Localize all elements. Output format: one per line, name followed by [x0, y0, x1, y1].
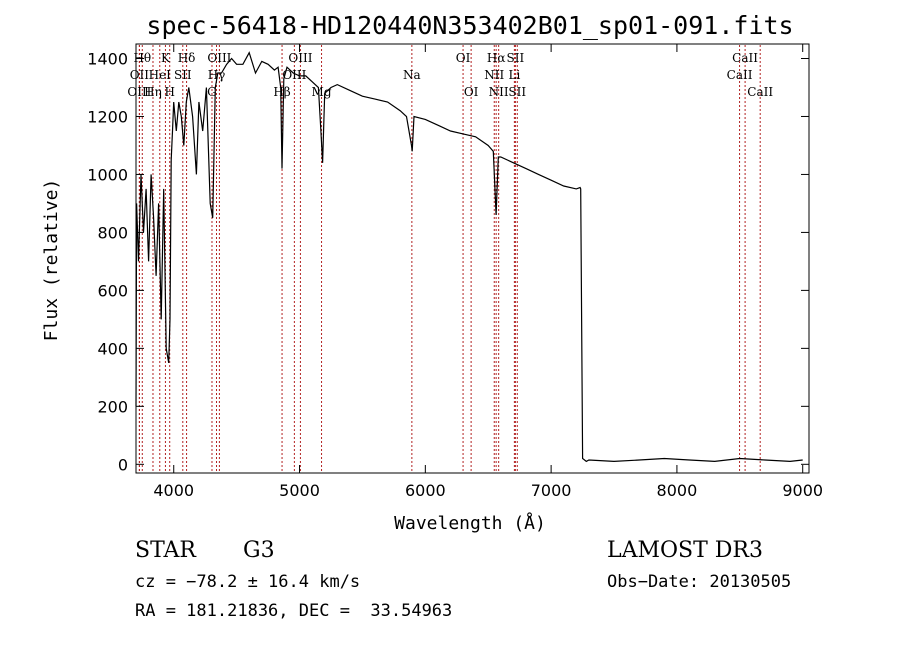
x-tick-label-4000: 4000 [153, 481, 194, 500]
line-label-21: NII [489, 85, 509, 99]
line-label-13: OIII [282, 68, 306, 82]
line-label-22: Li [508, 68, 520, 82]
y-axis-label: Flux (relative) [41, 179, 62, 342]
line-label-3: Hη [144, 85, 162, 99]
x-tick-label-9000: 9000 [782, 481, 823, 500]
x-tick-label-8000: 8000 [657, 481, 698, 500]
x-axis-ticks: 4000 5000 6000 7000 8000 9000 [153, 44, 823, 500]
line-label-27: CaII [747, 85, 773, 99]
line-label-12: Hβ [273, 85, 290, 99]
line-label-6: H [164, 85, 174, 99]
line-label-16: Na [403, 68, 421, 82]
line-label-18: OI [464, 85, 479, 99]
y-tick-label-0: 0 [118, 455, 128, 474]
x-axis-label: Wavelength (Å) [394, 512, 546, 534]
line-label-26: CaII [732, 51, 758, 65]
line-label-7: SII [174, 68, 192, 82]
y-tick-label-600: 600 [97, 281, 128, 300]
line-label-10: OIII [207, 51, 231, 65]
line-label-9: Hγ [208, 68, 226, 82]
plot-frame [135, 43, 810, 474]
subclass: G3 [243, 538, 275, 563]
line-label-20: Hα [487, 51, 506, 65]
object-class: STAR [135, 538, 196, 563]
line-label-1: OII [130, 68, 150, 82]
y-tick-label-1400: 1400 [87, 49, 128, 68]
survey-name: LAMOST DR3 [607, 538, 763, 563]
redshift-cz: cz = −78.2 ± 16.4 km/s [135, 572, 361, 592]
x-tick-label-6000: 6000 [405, 481, 446, 500]
y-tick-label-200: 200 [97, 397, 128, 416]
line-label-23: SII [507, 51, 525, 65]
x-tick-label-7000: 7000 [531, 481, 572, 500]
line-label-2: OIII [127, 85, 151, 99]
line-markers [138, 45, 761, 472]
line-label-8: Hδ [178, 51, 196, 65]
y-axis-ticks: 0 200 400 600 800 1000 1200 1400 [87, 49, 809, 474]
line-label-4: HeI [149, 68, 172, 82]
y-tick-label-1200: 1200 [87, 107, 128, 126]
y-tick-label-1000: 1000 [87, 165, 128, 184]
obs-date: Obs−Date: 20130505 [607, 572, 792, 592]
chart-title: spec-56418-HD120440N353402B01_sp01-091.f… [146, 11, 793, 40]
line-label-11: G [207, 85, 217, 99]
y-tick-label-400: 400 [97, 339, 128, 358]
line-label-19: NII [484, 68, 504, 82]
line-label-14: OIII [288, 51, 312, 65]
y-tick-label-800: 800 [97, 223, 128, 242]
line-label-24: SII [508, 85, 526, 99]
flux-series-line [135, 51, 803, 463]
line-label-5: K [161, 51, 171, 65]
line-label-17: OI [456, 51, 471, 65]
coordinates: RA = 181.21836, DEC = 33.54963 [135, 601, 453, 621]
line-label-15: Mg [312, 85, 332, 99]
x-tick-label-5000: 5000 [279, 481, 320, 500]
line-label-25: CaII [727, 68, 753, 82]
